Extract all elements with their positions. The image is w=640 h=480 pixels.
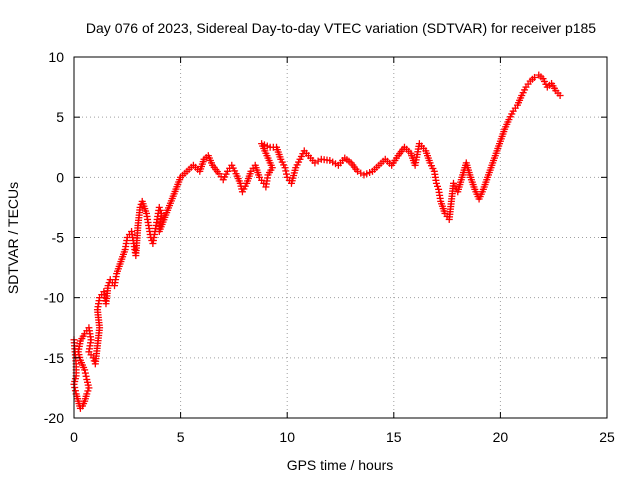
- data-point-fill: [71, 384, 79, 392]
- data-point-fill: [282, 170, 290, 178]
- y-tick-label: -20: [44, 410, 64, 426]
- x-tick-label: 15: [386, 429, 402, 445]
- data-point: [83, 375, 91, 383]
- data-point: [104, 282, 112, 290]
- x-tick-label: 25: [599, 429, 615, 445]
- x-tick-label: 20: [493, 429, 509, 445]
- data-point: [281, 164, 289, 172]
- data-point-fill: [71, 387, 79, 395]
- y-tick-label: -10: [44, 290, 64, 306]
- data-point: [531, 73, 539, 81]
- data-series: [70, 71, 564, 412]
- data-point: [432, 179, 440, 187]
- x-tick-label: 10: [279, 429, 295, 445]
- data-point: [556, 92, 564, 100]
- data-point: [136, 203, 144, 211]
- chart-title: Day 076 of 2023, Sidereal Day-to-day VTE…: [86, 20, 596, 36]
- data-point-fill: [156, 206, 164, 214]
- data-point-fill: [282, 167, 290, 175]
- axis-ticks: 0 5 10 15 20 25 -20 -15 -10 -5 0 5 10: [44, 49, 615, 445]
- y-tick-label: 10: [48, 49, 64, 65]
- data-point-fill: [82, 372, 90, 380]
- grid: [74, 57, 607, 418]
- x-tick-label: 5: [177, 429, 185, 445]
- y-tick-label: -15: [44, 350, 64, 366]
- y-tick-label: 5: [56, 109, 64, 125]
- series-sdtvar: [70, 71, 564, 412]
- x-axis-label: GPS time / hours: [287, 457, 394, 473]
- y-tick-label: -5: [52, 230, 65, 246]
- data-point-fill: [434, 182, 442, 190]
- y-tick-label: 0: [56, 169, 64, 185]
- data-point: [155, 203, 163, 211]
- data-point-fill: [81, 369, 89, 377]
- x-tick-label: 0: [70, 429, 78, 445]
- data-point: [83, 390, 91, 398]
- y-axis-label: SDTVAR / TECUs: [5, 182, 21, 294]
